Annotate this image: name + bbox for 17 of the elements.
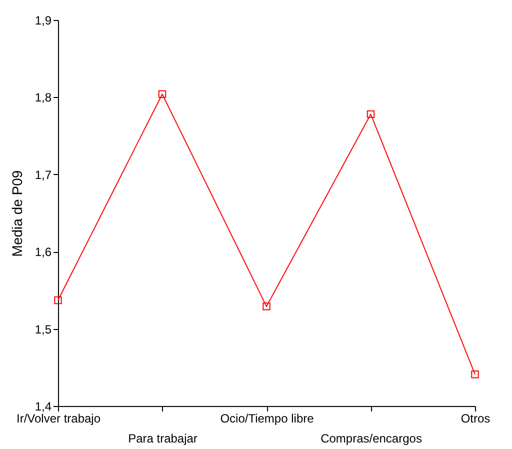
x-tick-label: Otros	[460, 412, 490, 426]
point	[366, 110, 375, 118]
x-tick-label: Para trabajar	[128, 432, 198, 446]
point	[54, 296, 62, 304]
x-tick-label: Ocio/Tiempo libre	[220, 412, 314, 426]
y-axis-title: Media de P09	[8, 170, 25, 257]
y-tick-label: 1,8	[34, 90, 52, 105]
y-tick-label: 1,5	[34, 322, 52, 336]
point	[471, 370, 479, 378]
y-tick-label: 1,7	[34, 168, 52, 182]
x-tick-label: Compras/encargos	[320, 432, 422, 446]
y-tick-label: 1,4	[34, 400, 52, 414]
x-tick-label: Ir/Volver trabajo	[16, 412, 101, 426]
point	[262, 302, 270, 310]
y-tick-label: 1,6	[34, 245, 52, 260]
y-tick-label: 1,9	[34, 14, 52, 28]
point	[158, 90, 166, 98]
